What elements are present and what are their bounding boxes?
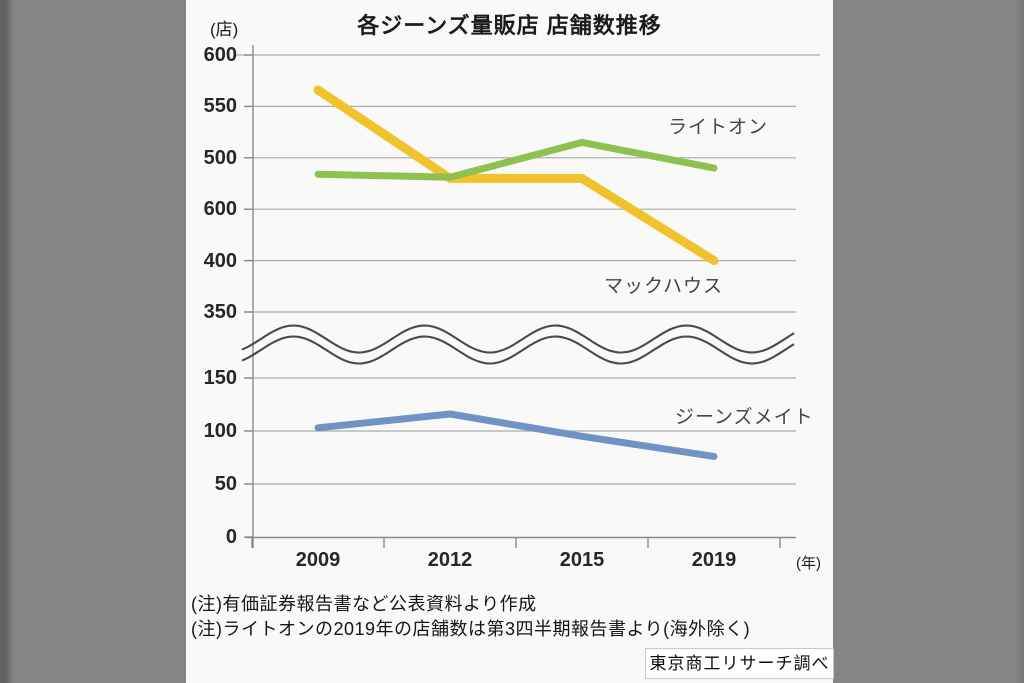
y-tick-label: 100 (203, 420, 237, 442)
y-tick-label: 600 (203, 44, 237, 66)
series-label-jeansmate: ジーンズメイト (675, 407, 814, 428)
y-tick-label: 150 (203, 367, 237, 389)
y-axis-unit-label: (店) (210, 20, 239, 39)
x-tick-label: 2012 (427, 549, 473, 571)
note-line-1: (注)有価証券報告書など公表資料より作成 (191, 594, 537, 614)
source-attribution: 東京商工リサーチ調べ (645, 648, 834, 679)
left-margin-bar (0, 0, 186, 683)
x-axis-unit-label: (年) (796, 555, 821, 572)
y-tick-label: 50 (214, 473, 237, 495)
y-tick-label: 350 (203, 301, 237, 323)
y-tick-label: 600 (203, 198, 237, 221)
chart-panel: 各ジーンズ量販店 店舗数推移 (店) 600 550 500 600 400 350 150… (186, 0, 834, 683)
line-chart-plot (234, 45, 820, 548)
x-tick-label: 2015 (559, 549, 605, 571)
y-tick-label: 0 (225, 526, 237, 548)
series-label-machouse: マックハウス (604, 276, 724, 297)
x-tick-label: 2019 (691, 549, 737, 571)
chart-notes: (注)有価証券報告書など公表資料より作成 (注)ライトオンの2019年の店舗数は… (191, 592, 750, 642)
chart-title: 各ジーンズ量販店 店舗数推移 (357, 13, 662, 38)
right-margin-bar (833, 0, 1024, 683)
note-line-2: (注)ライトオンの2019年の店舗数は第3四半期報告書より(海外除く) (191, 619, 751, 639)
series-label-righton: ライトオン (668, 117, 769, 138)
y-tick-label: 400 (203, 249, 237, 272)
y-tick-label: 500 (203, 146, 237, 169)
y-tick-label: 550 (203, 95, 237, 118)
x-tick-label: 2009 (295, 549, 341, 571)
